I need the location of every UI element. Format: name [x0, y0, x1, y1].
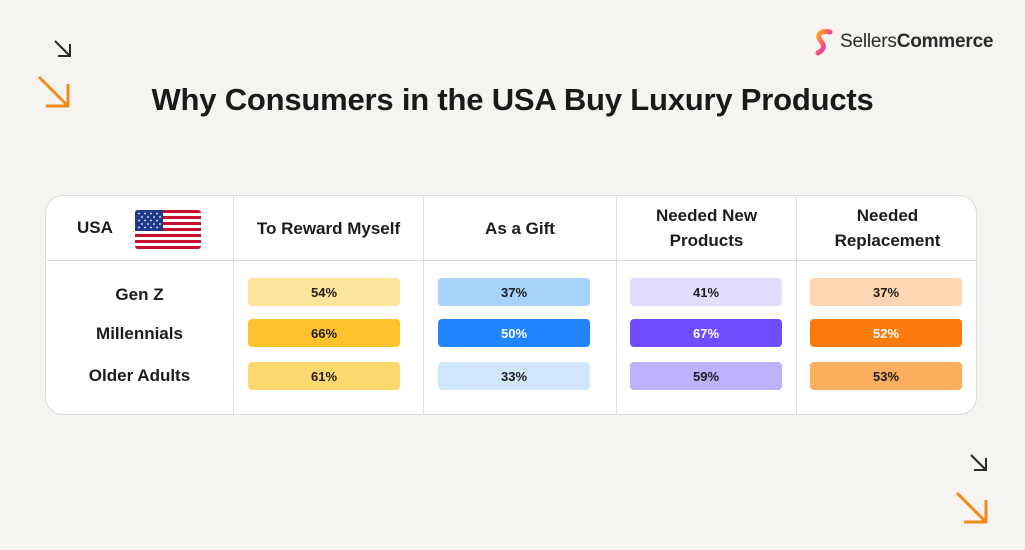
row-label: Gen Z — [115, 285, 164, 304]
arrow-down-right-icon — [952, 488, 992, 528]
arrow-down-right-icon — [968, 452, 990, 474]
value-cell: 37% — [438, 278, 590, 306]
corner-label: USA — [77, 218, 113, 237]
data-table: USA To Reward Myself As a Gift Needed Ne… — [45, 195, 977, 415]
value-cell: 53% — [810, 362, 962, 390]
row-label: Older Adults — [88, 366, 191, 385]
brand-logo: SellersCommerce — [812, 28, 994, 56]
arrow-down-right-icon — [34, 72, 74, 112]
value-cell: 59% — [630, 362, 782, 390]
row-label: Millennials — [96, 324, 183, 343]
brand-name: SellersCommerce — [840, 31, 994, 52]
usa-flag-icon — [135, 210, 201, 249]
column-header: Needed Replacement — [834, 206, 941, 250]
value-cell: 54% — [248, 278, 400, 306]
value-cell: 61% — [248, 362, 400, 390]
value-cell: 37% — [810, 278, 962, 306]
sellerscommerce-logo-icon — [815, 29, 833, 56]
value-cell: 41% — [630, 278, 782, 306]
column-header: As a Gift — [485, 218, 555, 238]
value-cell: 66% — [248, 319, 400, 347]
column-header: Needed New Products — [655, 206, 758, 250]
value-cell: 50% — [438, 319, 590, 347]
value-cell: 33% — [438, 362, 590, 390]
value-cell: 52% — [810, 319, 962, 347]
value-cell: 67% — [630, 319, 782, 347]
arrow-down-right-icon — [52, 38, 74, 60]
column-header: To Reward Myself — [256, 218, 401, 238]
page-title: Why Consumers in the USA Buy Luxury Prod… — [151, 82, 874, 117]
